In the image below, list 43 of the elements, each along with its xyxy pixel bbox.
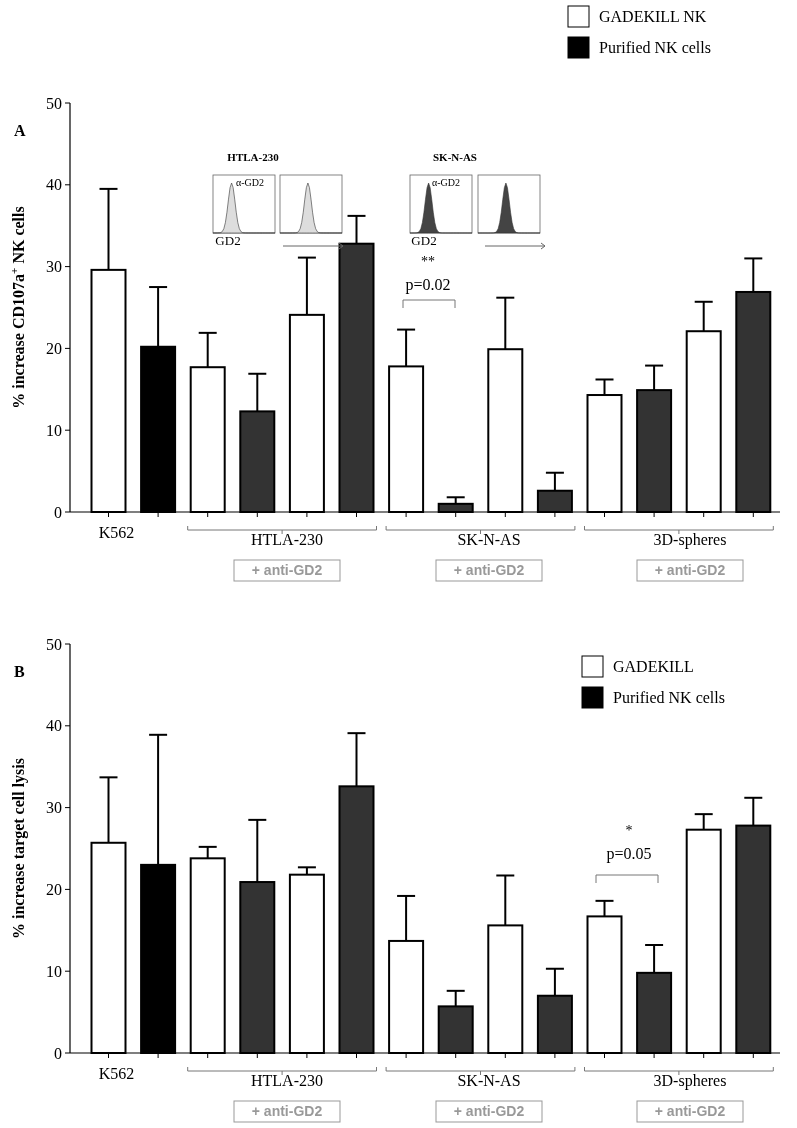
- y-tick-label: 10: [46, 421, 62, 439]
- text: A: [14, 122, 26, 139]
- text: 3D-spheres: [653, 531, 727, 549]
- annotation: α-GD2: [431, 177, 461, 188]
- annotation: p=0.02: [405, 276, 451, 294]
- y-tick-label: 0: [54, 1044, 62, 1062]
- annotation: p=0.05: [606, 845, 652, 863]
- legend-label: Purified NK cells: [613, 689, 725, 706]
- y-tick-label: 40: [46, 717, 62, 735]
- y-tick-label: 0: [54, 503, 62, 521]
- y-tick-label: 10: [46, 962, 62, 980]
- annotation: SK-N-AS: [432, 151, 478, 163]
- text: HTLA-230: [251, 1072, 323, 1089]
- text: + anti-GD2: [654, 562, 726, 578]
- y-axis-title: % increase target cell lysis: [10, 758, 28, 939]
- text: HTLA-230: [251, 531, 323, 548]
- y-tick-label: 30: [46, 258, 62, 276]
- y-tick-label: 50: [46, 635, 62, 653]
- annotation: GD2: [411, 233, 437, 248]
- legend-label: GADEKILL: [613, 658, 694, 675]
- x-tick-label: K562: [98, 524, 135, 541]
- annotation: HTLA-230: [227, 151, 280, 163]
- text: B: [14, 663, 25, 680]
- y-tick-label: 40: [46, 176, 62, 194]
- y-tick-label: 20: [46, 881, 62, 898]
- text: SK-N-AS: [457, 1072, 521, 1089]
- y-tick-label: 20: [46, 340, 62, 357]
- text: + anti-GD2: [251, 1103, 323, 1119]
- text: + anti-GD2: [251, 562, 323, 578]
- legend-label: Purified NK cells: [599, 39, 711, 56]
- annotation: **: [421, 254, 435, 269]
- text: + anti-GD2: [654, 1103, 726, 1119]
- annotation: *: [625, 823, 633, 838]
- y-tick-label: 50: [46, 94, 62, 112]
- legend-label: GADEKILL NK: [599, 8, 707, 25]
- text: 3D-spheres: [653, 1072, 727, 1090]
- text: + anti-GD2: [453, 562, 525, 578]
- x-tick-label: K562: [98, 1065, 135, 1082]
- annotation: GD2: [215, 233, 241, 248]
- annotation: α-GD2: [235, 177, 265, 188]
- text: + anti-GD2: [453, 1103, 525, 1119]
- y-tick-label: 30: [46, 799, 62, 817]
- text: SK-N-AS: [457, 531, 521, 548]
